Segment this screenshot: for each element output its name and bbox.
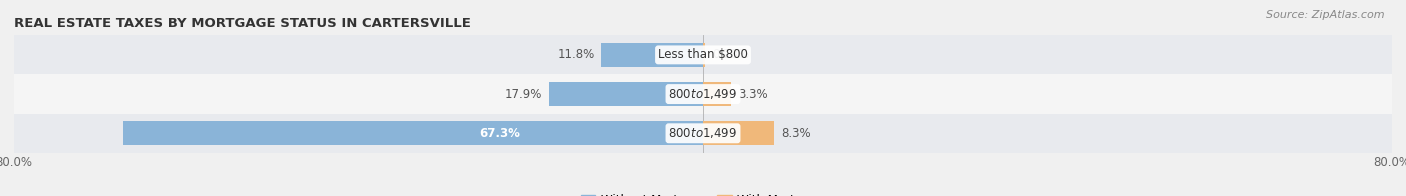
Text: 0.28%: 0.28%	[713, 48, 749, 61]
Bar	[548, 82, 703, 106]
Text: Less than $800: Less than $800	[658, 48, 748, 61]
Text: 11.8%: 11.8%	[557, 48, 595, 61]
Legend: Without Mortgage, With Mortgage: Without Mortgage, With Mortgage	[576, 189, 830, 196]
Bar	[703, 43, 706, 67]
Text: 17.9%: 17.9%	[505, 88, 541, 101]
Bar	[14, 114, 1392, 153]
Bar	[703, 82, 731, 106]
Bar	[602, 43, 703, 67]
Text: $800 to $1,499: $800 to $1,499	[668, 87, 738, 101]
Bar	[14, 35, 1392, 74]
Bar	[14, 74, 1392, 114]
Text: 67.3%: 67.3%	[479, 127, 520, 140]
Text: Source: ZipAtlas.com: Source: ZipAtlas.com	[1267, 10, 1385, 20]
Text: 8.3%: 8.3%	[782, 127, 811, 140]
Bar	[124, 121, 703, 145]
Bar	[703, 121, 775, 145]
Text: $800 to $1,499: $800 to $1,499	[668, 126, 738, 140]
Text: 3.3%: 3.3%	[738, 88, 768, 101]
Text: REAL ESTATE TAXES BY MORTGAGE STATUS IN CARTERSVILLE: REAL ESTATE TAXES BY MORTGAGE STATUS IN …	[14, 17, 471, 30]
